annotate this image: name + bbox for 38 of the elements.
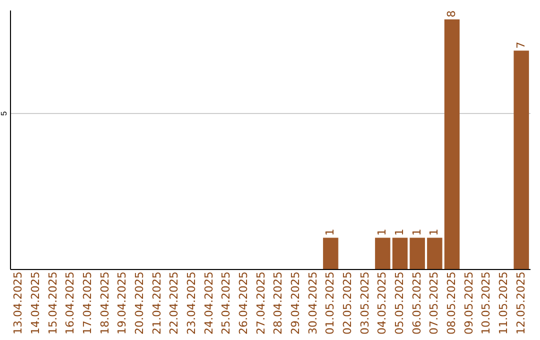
x-tick-label: 01.05.2025 [324, 272, 337, 334]
x-tick-label: 12.05.2025 [514, 272, 528, 334]
x-tick-label: 13.04.2025 [12, 272, 25, 334]
data-label: 1 [428, 228, 441, 236]
x-tick-label: 09.05.2025 [462, 272, 476, 334]
x-tick-label: 30.04.2025 [306, 272, 320, 334]
x-tick-label: 07.05.2025 [428, 272, 441, 334]
x-tick-label: 05.05.2025 [393, 272, 406, 334]
x-tick-label: 04.05.2025 [376, 272, 389, 334]
data-label: 1 [376, 228, 389, 236]
x-tick-label: 28.04.2025 [272, 272, 285, 334]
x-tick-label: 11.05.2025 [497, 272, 510, 334]
x-tick-label: 23.04.2025 [185, 272, 198, 334]
x-tick-label: 02.05.2025 [341, 272, 354, 334]
y-tick-label: 5 [0, 110, 8, 116]
x-tick-label: 21.04.2025 [150, 272, 164, 334]
x-tick-label: 27.04.2025 [254, 272, 268, 334]
x-tick-label: 10.05.2025 [480, 272, 493, 334]
x-tick-label: 15.04.2025 [46, 272, 60, 334]
x-tick-label: 08.05.2025 [445, 272, 458, 334]
x-tick-label: 25.04.2025 [220, 272, 233, 334]
data-label: 7 [514, 42, 528, 49]
x-tick-label: 29.04.2025 [289, 272, 302, 334]
x-tick-label: 06.05.2025 [410, 272, 424, 334]
data-label: 8 [445, 10, 458, 18]
x-tick-label: 20.04.2025 [133, 272, 146, 334]
x-tick-label: 18.04.2025 [98, 272, 112, 334]
x-tick-label: 19.04.2025 [116, 272, 129, 334]
x-tick-label: 26.04.2025 [237, 272, 250, 334]
x-tick-label: 22.04.2025 [168, 272, 181, 334]
data-label: 1 [410, 228, 424, 236]
x-tick-label: 16.04.2025 [64, 272, 77, 334]
data-label: 1 [324, 228, 337, 236]
data-label: 1 [393, 228, 406, 236]
x-tick-label: 24.04.2025 [202, 272, 216, 334]
x-tick-label: 14.04.2025 [29, 272, 42, 334]
x-tick-label: 03.05.2025 [358, 272, 372, 334]
x-tick-label: 17.04.2025 [81, 272, 94, 334]
